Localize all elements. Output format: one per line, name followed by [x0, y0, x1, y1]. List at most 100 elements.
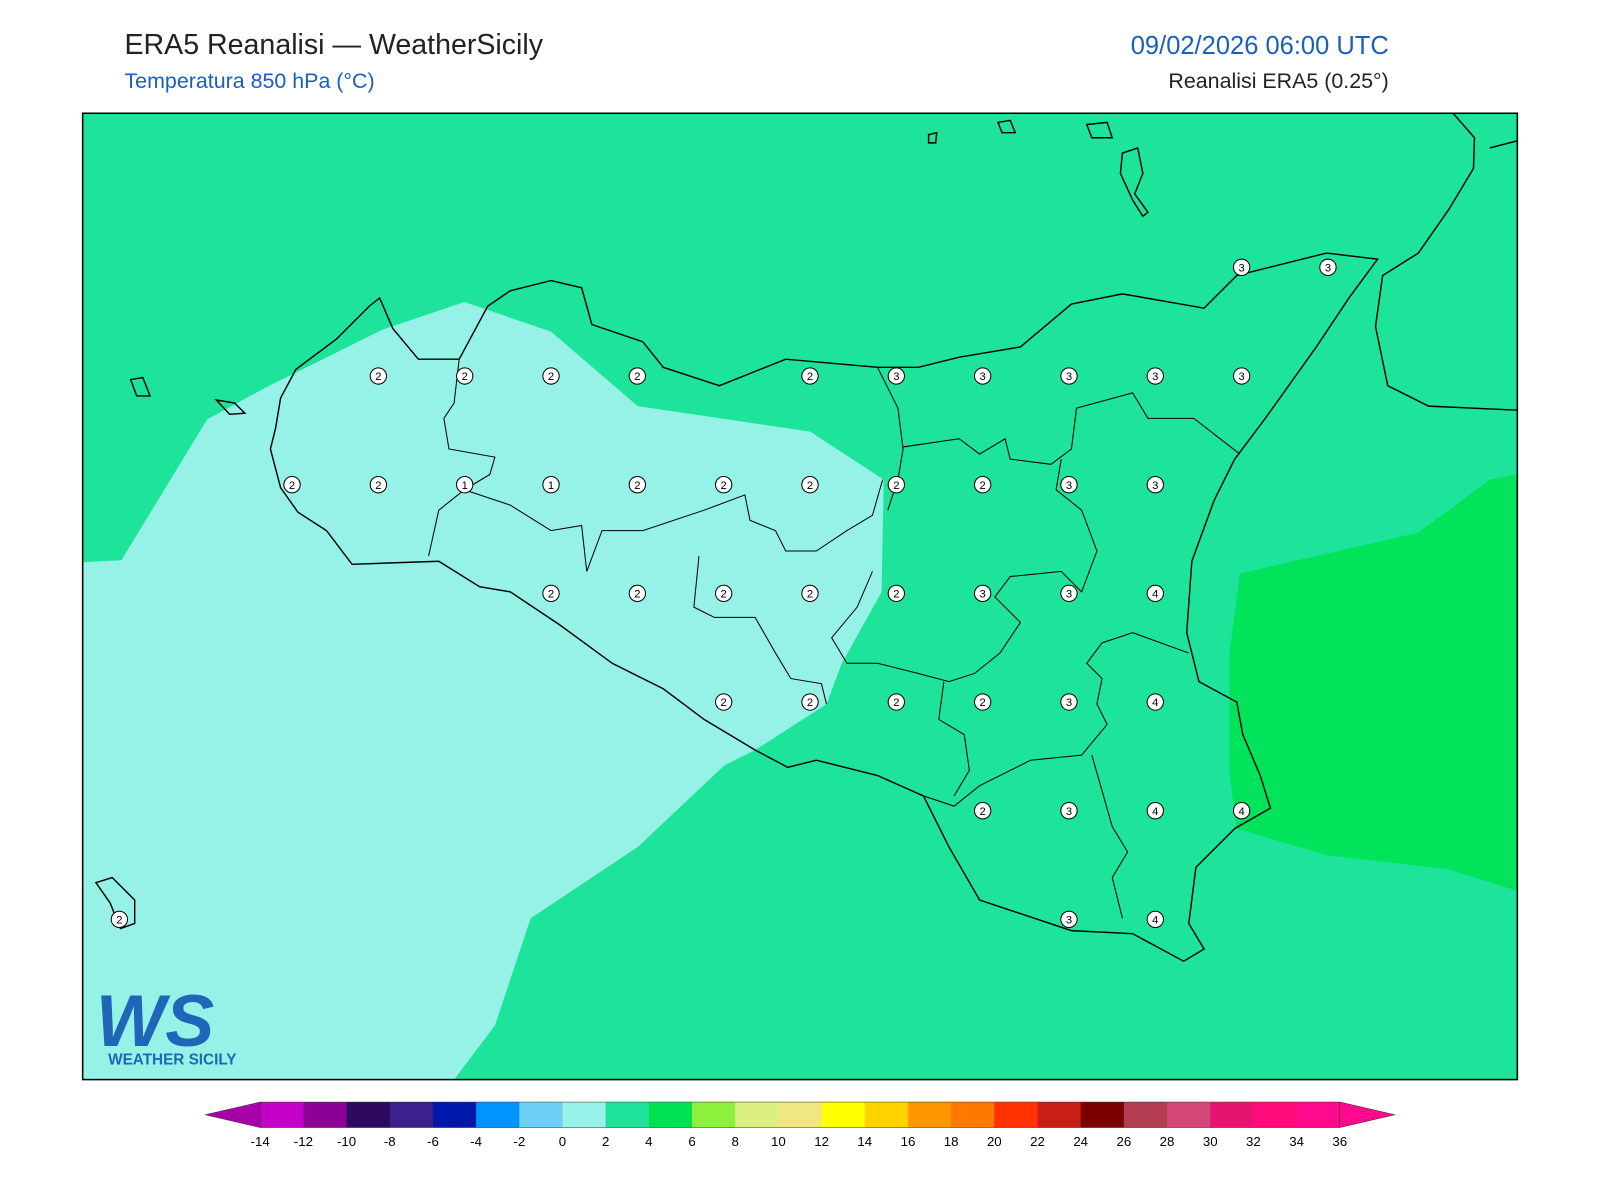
label-value: 3	[980, 588, 986, 600]
label-value: 2	[634, 480, 640, 492]
label-value: 2	[634, 371, 640, 383]
island	[1085, 121, 1114, 139]
label-value: 2	[893, 588, 899, 600]
colorbar-segment	[260, 1102, 304, 1128]
province-border	[464, 479, 884, 572]
label-value: 2	[289, 480, 295, 492]
colorbar-tick-label: -14	[251, 1134, 270, 1149]
colorbar-tick-label: 10	[771, 1134, 786, 1149]
colorbar-tick-label: 2	[602, 1134, 609, 1149]
label-marker	[542, 367, 560, 385]
province-border	[902, 392, 1241, 465]
label-marker	[1146, 910, 1164, 929]
colorbar-segment	[994, 1102, 1039, 1128]
label-marker	[283, 476, 301, 494]
label-value: 2	[807, 480, 813, 492]
label-value: 3	[1066, 588, 1072, 600]
colorbar-tick-label: 20	[987, 1134, 1002, 1149]
colorbar-tick-label: 6	[688, 1134, 695, 1149]
colorbar-tick-label: 30	[1203, 1134, 1218, 1149]
colorbar-segment	[692, 1102, 736, 1128]
logo-text: WEATHER SICILY	[108, 1051, 236, 1068]
label-value: 3	[1325, 262, 1331, 274]
colorbar-segment	[1123, 1102, 1168, 1128]
coastline	[269, 252, 1379, 963]
label-value: 3	[893, 371, 899, 383]
colorbar-segment	[303, 1102, 348, 1128]
label-value: 1	[462, 480, 468, 492]
label-marker	[1146, 584, 1164, 603]
label-value: 2	[807, 371, 813, 383]
label-marker	[1232, 802, 1251, 820]
island	[94, 876, 136, 930]
colorbar-tick-label: 16	[901, 1134, 916, 1149]
calabria-coast	[1489, 140, 1518, 149]
colorbar-segment	[951, 1102, 995, 1128]
label-value: 3	[1239, 371, 1245, 383]
label-marker	[542, 584, 560, 603]
label-marker	[628, 367, 647, 385]
label-value: 2	[721, 588, 727, 600]
label-value: 2	[548, 371, 554, 383]
label-value: 3	[1066, 480, 1072, 492]
label-value: 3	[1066, 914, 1072, 926]
colorbar-segment	[476, 1102, 520, 1128]
label-value: 2	[893, 697, 899, 709]
colorbar-segment	[346, 1102, 391, 1128]
label-marker	[973, 802, 992, 820]
field-4-6	[1229, 474, 1518, 891]
label-marker	[1232, 367, 1251, 385]
label-value: 2	[634, 588, 640, 600]
label-value: 2	[807, 588, 813, 600]
label-value: 3	[1239, 262, 1245, 274]
label-value: 1	[548, 480, 554, 492]
label-marker	[1060, 476, 1078, 494]
label-marker	[801, 584, 819, 603]
label-value: 3	[1066, 371, 1072, 383]
colorbar-segment	[1167, 1102, 1211, 1128]
colorbar-tick-label: 28	[1160, 1134, 1175, 1149]
source: Reanalisi ERA5 (0.25°)	[1168, 69, 1388, 93]
label-marker	[1146, 476, 1164, 494]
calabria-coast	[1374, 112, 1518, 411]
colorbar-tick-label: 18	[944, 1134, 959, 1149]
label-value: 4	[1152, 914, 1158, 926]
label-value: 2	[721, 480, 727, 492]
label-value: 2	[375, 480, 381, 492]
colorbar-tick-label: 34	[1289, 1134, 1304, 1149]
label-marker	[887, 584, 906, 603]
label-value: 3	[1152, 371, 1158, 383]
colorbar-tick-label: -12	[294, 1134, 313, 1149]
colorbar-over	[1339, 1101, 1395, 1128]
island	[214, 398, 247, 416]
colorbar-tick-label: -8	[384, 1134, 396, 1149]
colorbar-tick-label: -4	[470, 1134, 482, 1149]
label-marker	[1232, 258, 1251, 277]
logo-mark: WS	[96, 979, 214, 1062]
label-value: 2	[980, 697, 986, 709]
label-value: 2	[375, 371, 381, 383]
island	[129, 376, 152, 397]
label-value: 2	[807, 697, 813, 709]
island	[927, 131, 938, 144]
colorbar-segment	[864, 1102, 909, 1128]
label-marker	[801, 476, 819, 494]
label-marker	[628, 584, 647, 603]
label-marker	[1060, 584, 1078, 603]
label-marker	[369, 367, 388, 385]
label-marker	[1146, 367, 1164, 385]
label-marker	[369, 476, 388, 494]
label-marker	[628, 476, 647, 494]
colorbar-tick-label: 32	[1246, 1134, 1261, 1149]
label-marker	[715, 476, 733, 494]
colorbar-segment	[1253, 1102, 1298, 1128]
colorbar-segment	[1296, 1102, 1341, 1128]
label-marker	[973, 367, 992, 385]
label-marker	[1060, 802, 1078, 820]
colorbar-under	[205, 1101, 261, 1128]
colorbar-segment	[432, 1102, 477, 1128]
label-value: 4	[1152, 806, 1158, 818]
colorbar-segment	[648, 1102, 693, 1128]
province-border	[923, 632, 1189, 807]
